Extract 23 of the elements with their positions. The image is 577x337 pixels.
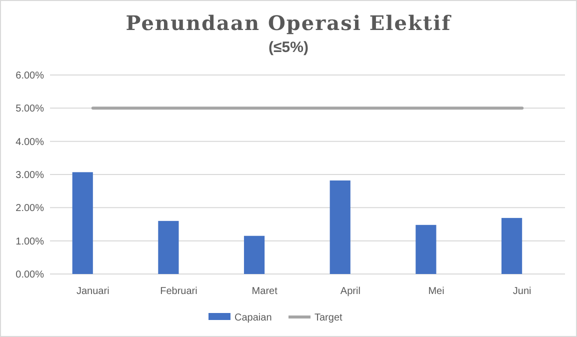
bar (72, 172, 93, 274)
bar (416, 224, 436, 274)
chart-subtitle: (≤5%) (268, 39, 308, 56)
y-tick-label: 1.00% (16, 236, 44, 248)
y-tick-label: 3.00% (16, 170, 44, 181)
x-tick-label: Juni (512, 286, 532, 297)
y-tick-label: 0.00% (16, 270, 44, 280)
y-tick-label: 6.00% (16, 70, 44, 82)
x-tick-label: Mei (428, 286, 444, 297)
bar (330, 180, 350, 274)
y-tick-label: 2.00% (16, 203, 44, 214)
x-tick-label: Januari (76, 286, 110, 297)
legend-label: Capaian (234, 312, 272, 324)
chart-title: Penundaan Operasi Elektif (126, 11, 452, 35)
legend-label: Target (314, 312, 343, 324)
x-tick-label: April (340, 286, 360, 297)
x-tick-label: Maret (252, 286, 278, 297)
bar (501, 218, 522, 274)
x-tick-label: Februari (160, 286, 198, 297)
bar (244, 236, 265, 274)
bar (158, 220, 179, 274)
y-tick-label: 5.00% (16, 104, 44, 115)
y-tick-label: 4.00% (16, 136, 44, 148)
